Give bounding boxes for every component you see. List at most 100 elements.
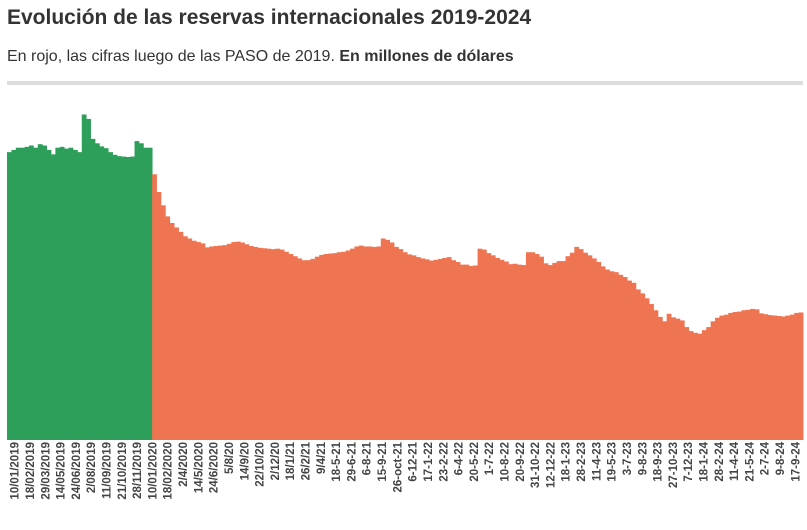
bar-after_paso [732,312,738,440]
x-tick-label: 10/01/2019 [10,442,22,500]
bar-before_paso [77,152,83,440]
bar-after_paso [662,321,668,440]
bar-after_paso [376,246,382,440]
bar-after_paso [794,312,799,440]
bar-after_paso [776,316,782,440]
bar-after_paso [367,246,373,440]
x-tick-label: 20-9-22 [515,442,527,482]
bar-after_paso [372,246,377,440]
bar-after_paso [547,265,553,440]
chart-subtitle: En rojo, las cifras luego de las PASO de… [7,48,514,66]
x-tick-label: 21/10/2019 [117,442,129,500]
bar-before_paso [42,145,47,440]
header-divider [7,81,803,85]
bar-after_paso [508,264,514,440]
bar-after_paso [358,245,364,440]
bar-after_paso [618,274,624,440]
bar-after_paso [442,257,448,440]
bar-after_paso [750,308,756,440]
bar-after_paso [464,264,470,440]
bar-after_paso [481,249,487,440]
x-tick-label: 18-5-21 [331,441,343,481]
bar-after_paso [279,249,285,440]
bar-before_paso [24,146,30,440]
bar-after_paso [196,242,201,440]
bar-after_paso [583,252,588,440]
x-tick-label: 2-7-24 [760,441,772,475]
bar-after_paso [275,248,281,440]
bar-after_paso [306,260,311,440]
bar-after_paso [389,242,395,440]
bar-after_paso [596,261,602,440]
bar-after_paso [706,327,712,440]
x-tick-label: 6-4-22 [454,442,466,475]
bar-after_paso [486,253,492,440]
bar-after_paso [437,258,443,440]
bar-after_paso [723,314,729,440]
bars-group [7,114,804,441]
bar-after_paso [539,256,544,440]
bar-before_paso [28,145,34,440]
bar-after_paso [719,315,725,440]
x-tick-label: 22/10/20 [255,442,267,487]
bar-after_paso [754,309,760,440]
bar-before_paso [55,147,61,440]
bar-after_paso [257,247,263,440]
bar-after_paso [499,259,505,440]
bar-after_paso [244,244,250,440]
x-tick-label: 7-12-23 [683,442,695,482]
x-tick-label: 9/4/21 [316,441,328,474]
chart-title: Evolución de las reservas internacionale… [7,6,532,29]
bar-before_paso [59,146,65,440]
x-tick-label: 31-10-22 [530,442,542,488]
bar-before_paso [11,149,17,440]
x-tick-label: 10-8-22 [500,442,512,482]
bar-after_paso [622,277,628,440]
bar-after_paso [512,263,518,440]
bar-after_paso [310,258,316,440]
x-tick-label: 14/5/2020 [193,442,205,493]
bar-before_paso [37,144,43,441]
x-tick-label: 11/09/2019 [102,442,114,499]
bar-before_paso [138,143,144,440]
x-tick-label: 3-7-23 [622,442,634,475]
bar-before_paso [86,118,91,441]
x-tick-label: 26-oct-21 [392,441,404,492]
x-tick-label: 10/01/2020 [147,442,159,500]
x-tick-label: 18/02/2020 [163,442,175,500]
bar-before_paso [7,152,12,440]
bar-before_paso [15,147,21,440]
bar-after_paso [609,271,615,440]
bar-after_paso [574,246,580,440]
bar-after_paso [525,252,531,440]
bar-after_paso [213,246,219,440]
bar-after_paso [363,246,369,440]
bar-after_paso [556,261,562,440]
bar-after_paso [235,241,241,440]
bar-after_paso [798,312,804,440]
bar-after_paso [781,316,786,440]
x-tick-label: 20-5-22 [469,442,481,482]
bar-after_paso [160,205,166,440]
bar-after_paso [218,245,223,440]
x-tick-label: 14/9/20 [239,442,251,480]
bar-before_paso [46,149,52,440]
bar-after_paso [745,309,751,440]
bar-after_paso [169,223,175,440]
bar-after_paso [187,238,193,440]
bar-after_paso [477,248,483,440]
x-tick-label: 27-10-23 [668,442,680,488]
x-tick-label: 5/8/20 [224,442,236,474]
bar-after_paso [152,174,157,440]
bar-before_paso [72,149,78,440]
bar-after_paso [785,315,791,440]
bar-after_paso [587,255,593,440]
bar-before_paso [143,147,149,440]
bar-before_paso [125,157,131,440]
bar-after_paso [182,236,188,440]
x-tick-label: 28-2-23 [576,442,588,482]
bar-after_paso [345,250,351,440]
x-tick-label: 15-9-21 [377,441,389,481]
bar-after_paso [402,252,408,440]
bar-after_paso [715,317,720,440]
